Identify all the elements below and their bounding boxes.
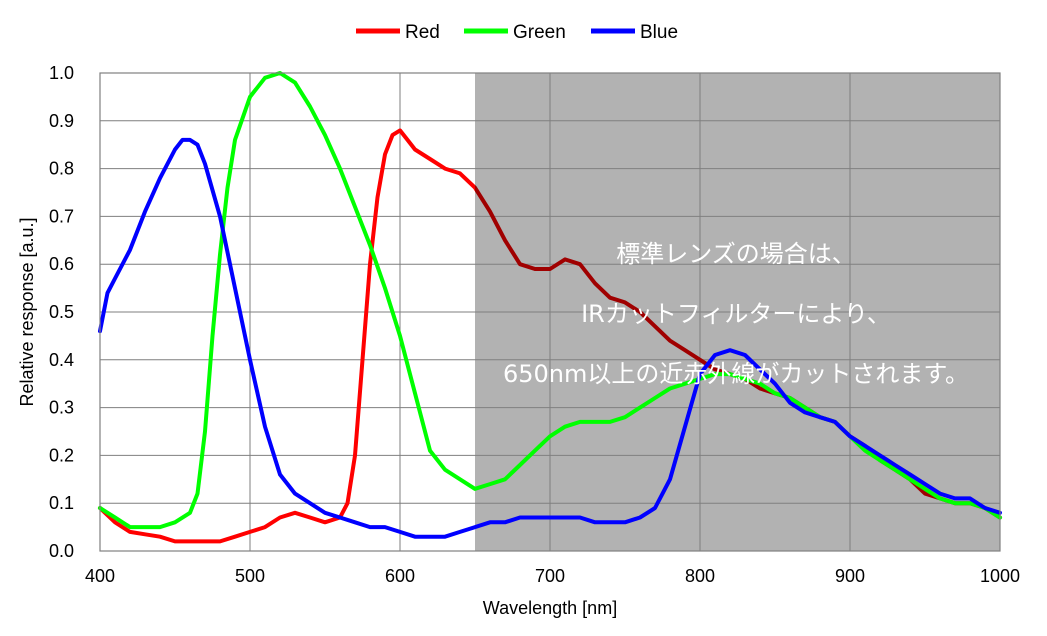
annotation-line-3: 650nm以上の近赤外線がカットされます。 xyxy=(503,360,969,388)
x-tick-label-700: 700 xyxy=(535,566,565,586)
series-line-red xyxy=(98,128,475,544)
y-tick-label-0.7: 0.7 xyxy=(49,206,74,226)
x-tick-label-900: 900 xyxy=(835,566,865,586)
annotation-line-2: IRカットフィルターにより、 xyxy=(581,300,891,328)
y-tick-label-0.2: 0.2 xyxy=(49,445,74,465)
y-axis-title: Relative response [a.u.] xyxy=(17,217,37,406)
plot-frame xyxy=(99,72,1001,552)
series-line-blue-shaded xyxy=(475,348,1002,530)
series-lines xyxy=(98,71,1002,544)
y-tick-label-0.3: 0.3 xyxy=(49,398,74,418)
x-axis-title: Wavelength [nm] xyxy=(483,598,617,618)
axis-tick-labels: 400 500 600 700 800 900 1000 0.0 0.1 0.2 0.3 0.4 0.5… xyxy=(49,63,1020,586)
series-line-blue xyxy=(98,137,475,539)
y-tick-label-0.1: 0.1 xyxy=(49,493,74,513)
y-tick-label-0.6: 0.6 xyxy=(49,254,74,274)
ir-cut-annotation: 標準レンズの場合は、 IRカットフィルターにより、 650nm以上の近赤外線がカ… xyxy=(503,240,969,388)
y-tick-label-0.9: 0.9 xyxy=(49,111,74,131)
x-tick-label-1000: 1000 xyxy=(980,566,1020,586)
y-tick-label-0.0: 0.0 xyxy=(49,541,74,561)
legend-label-green: Green xyxy=(513,22,566,43)
x-tick-label-500: 500 xyxy=(235,566,265,586)
legend-label-blue: Blue xyxy=(640,22,678,43)
y-tick-label-0.4: 0.4 xyxy=(49,350,74,370)
y-tick-label-0.8: 0.8 xyxy=(49,159,74,179)
annotation-line-1: 標準レンズの場合は、 xyxy=(616,240,856,268)
legend-label-red: Red xyxy=(405,22,440,43)
x-tick-label-600: 600 xyxy=(385,566,415,586)
x-tick-label-400: 400 xyxy=(85,566,115,586)
legend: Red Green Blue xyxy=(356,22,678,43)
y-tick-label-1.0: 1.0 xyxy=(49,63,74,83)
y-tick-label-0.5: 0.5 xyxy=(49,302,74,322)
x-tick-label-800: 800 xyxy=(685,566,715,586)
grid-lines xyxy=(100,72,1000,551)
series-line-green xyxy=(98,71,475,530)
